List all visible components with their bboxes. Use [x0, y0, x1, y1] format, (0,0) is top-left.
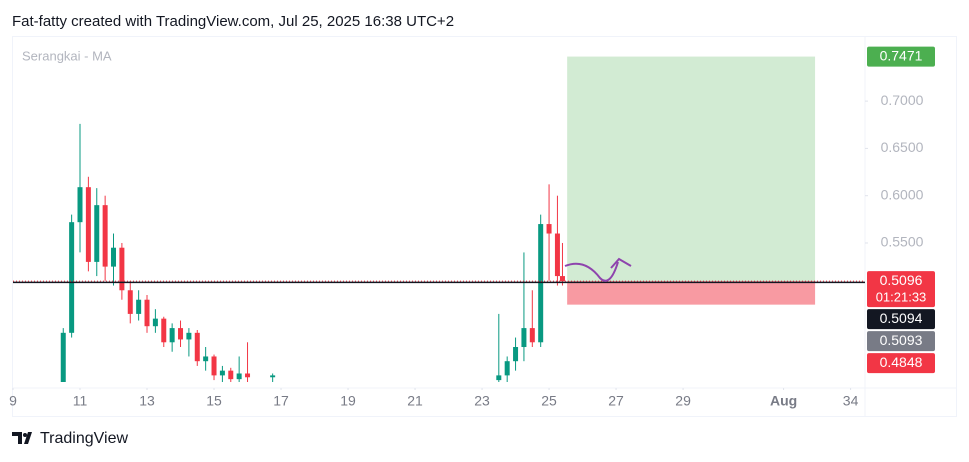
footer-brand: TradingView — [40, 430, 128, 447]
x-tick-label: 34 — [843, 393, 859, 409]
tv-logo — [12, 432, 32, 444]
x-tick-label: 23 — [474, 393, 490, 409]
candle-body — [546, 224, 552, 234]
x-tick-label: 19 — [340, 393, 356, 409]
y-tick-label: 0.6500 — [881, 139, 924, 155]
x-tick-label: 9 — [9, 393, 17, 409]
candle-body — [496, 375, 502, 381]
candle-body — [144, 299, 150, 327]
candle-body — [559, 276, 565, 282]
candle-body — [77, 187, 83, 223]
price-label: 0.5094 — [880, 310, 923, 326]
candle-body — [102, 205, 108, 267]
candle-body — [69, 222, 75, 333]
candle-body — [245, 373, 251, 378]
candle-body — [119, 247, 125, 291]
x-tick-label: 13 — [139, 393, 155, 409]
price-label-box — [867, 353, 935, 374]
x-tick-label: 17 — [273, 393, 289, 409]
x-tick-label: 25 — [541, 393, 557, 409]
candle-body — [504, 361, 510, 376]
x-tick-label: Aug — [770, 393, 797, 409]
x-tick-label: 11 — [73, 393, 88, 409]
watermark: Serangkai - MA — [22, 48, 112, 63]
price-label: 0.5096 — [880, 272, 923, 288]
candle-body — [270, 375, 276, 378]
candle-body — [513, 347, 519, 362]
price-label-box — [867, 271, 935, 308]
candle-body — [219, 370, 225, 376]
candle-body — [228, 370, 234, 380]
target-zone — [567, 56, 816, 282]
projection-drawing — [564, 257, 632, 282]
candle-body — [127, 290, 133, 314]
candle-body — [538, 224, 544, 343]
candle-body — [94, 205, 100, 262]
candle-body — [521, 328, 527, 348]
candle-body — [554, 233, 560, 277]
y-tick-label: 0.6000 — [881, 186, 924, 202]
candle-body — [111, 247, 117, 267]
price-label: 0.4848 — [880, 354, 923, 370]
candle-body — [161, 318, 167, 343]
candle-body — [236, 373, 242, 380]
x-tick-label: 15 — [206, 393, 222, 409]
candle-body — [178, 328, 184, 340]
candle-body — [169, 328, 175, 343]
x-tick-label: 21 — [407, 393, 423, 409]
price-label: 0.5093 — [880, 332, 923, 348]
y-tick-label: 0.5500 — [881, 234, 924, 250]
candle-body — [211, 356, 217, 376]
candle-body — [529, 328, 535, 343]
price-label-box — [867, 309, 935, 330]
x-tick-label: 29 — [675, 393, 691, 409]
candle-body — [203, 356, 209, 362]
candle-body — [152, 318, 158, 327]
x-tick-label: 27 — [608, 393, 624, 409]
price-label-box — [867, 46, 935, 67]
candle-body — [194, 332, 200, 362]
header: Fat-fatty created with TradingView.com, … — [12, 13, 454, 30]
candle-body — [60, 332, 66, 382]
price-label-box — [867, 331, 935, 352]
chart-frame — [12, 36, 957, 417]
countdown: 01:21:33 — [876, 290, 927, 305]
y-tick-label: 0.7000 — [881, 92, 924, 108]
candle-body — [186, 332, 192, 340]
price-label: 0.7471 — [880, 47, 923, 63]
stop-zone — [567, 281, 816, 305]
candle-body — [136, 299, 142, 314]
candle-body — [85, 187, 91, 262]
